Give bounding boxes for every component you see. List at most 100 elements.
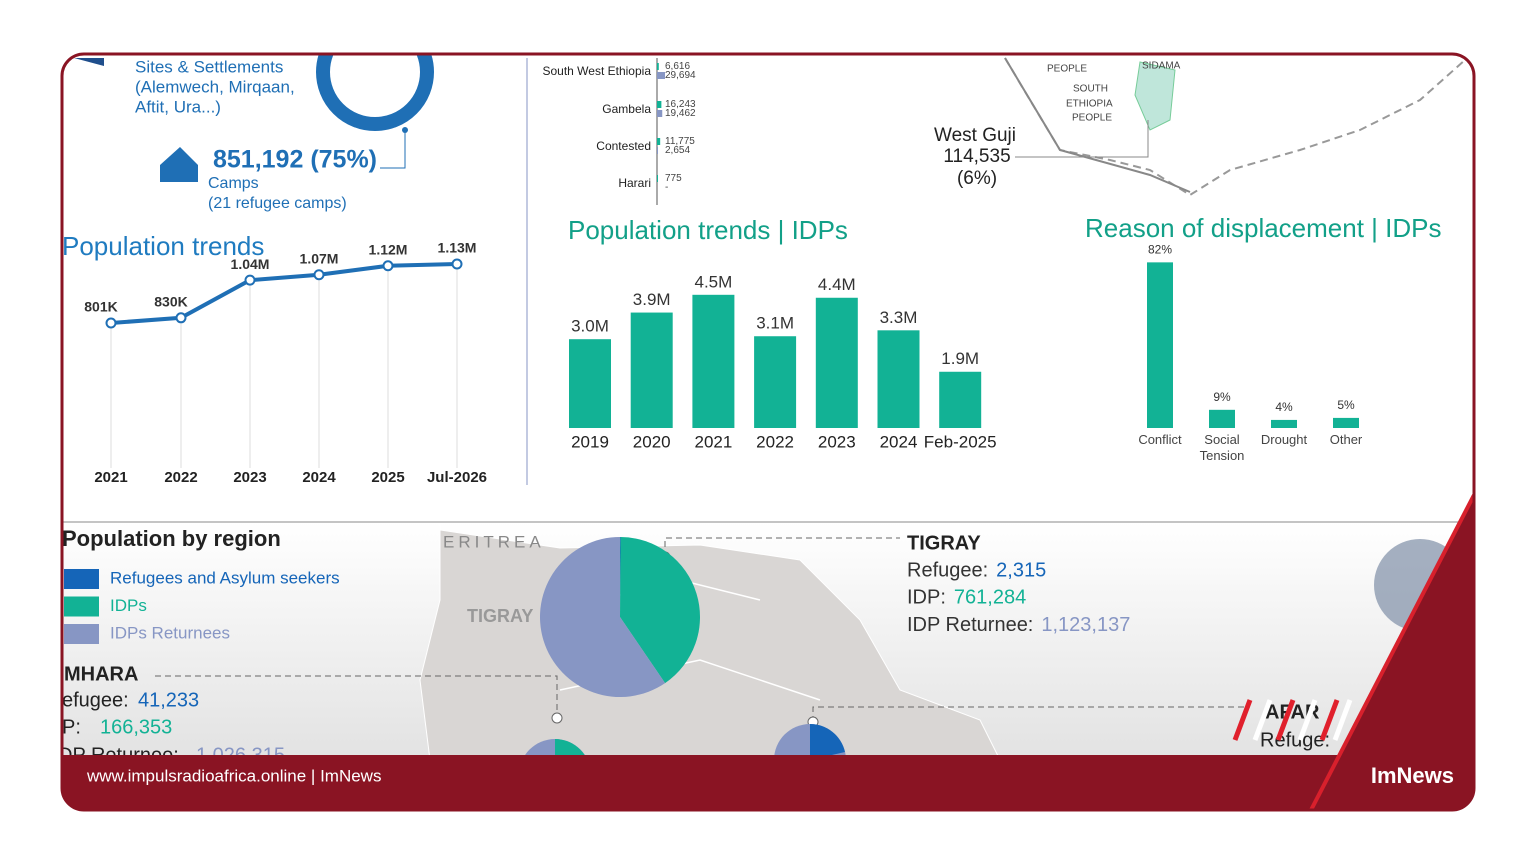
legend-label: IDPs Returnees: [110, 623, 230, 642]
x-tick-label: 2019: [571, 432, 609, 451]
bar: [630, 312, 673, 428]
point: [451, 258, 463, 270]
value-label: 830K: [154, 294, 187, 310]
map-label: TIGRAY: [467, 606, 533, 626]
x-tick-label: Jul-2026: [427, 469, 487, 486]
x-tick-label: 2024: [880, 432, 918, 451]
value-label: -: [665, 182, 668, 193]
bar: [877, 330, 920, 428]
x-tick-label: 2025: [371, 469, 404, 486]
map-label: PEOPLE: [1047, 64, 1087, 75]
tent-icon: [160, 147, 198, 182]
x-tick-label: Social Tension: [1199, 432, 1245, 463]
row-label: Refuge:: [1260, 729, 1330, 751]
region-name: TIGRAY: [907, 532, 981, 554]
x-tick-label: 2021: [694, 432, 732, 451]
x-tick-label-box: Other: [1330, 432, 1363, 447]
map-label: PEOPLE: [1072, 113, 1112, 124]
chart-title: Population by region: [62, 526, 281, 551]
row-label: efugee:: [62, 689, 129, 711]
value-label: 2,654: [665, 145, 690, 156]
bar: [1209, 409, 1235, 428]
legend-label: IDPs: [110, 596, 147, 615]
row-value: 166,353: [100, 716, 172, 738]
pie-slice: [620, 537, 701, 684]
value-label: 29,694: [665, 70, 696, 81]
x-tick-label: 2020: [633, 432, 671, 451]
pie-slice: [620, 537, 621, 617]
dot: [551, 712, 563, 724]
bar: [939, 371, 982, 428]
x-tick-label: Drought: [1260, 432, 1308, 447]
dot: [402, 127, 408, 133]
x-tick-label: 2022: [756, 432, 794, 451]
legend-swatch: [64, 624, 99, 644]
value-label: 3.0M: [571, 317, 609, 336]
camps: Sites & Settlements (Alemwech, Mirqaan, …: [135, 57, 377, 212]
value-label: 4.5M: [695, 272, 733, 291]
value-label: 1.04M: [231, 256, 270, 272]
charts: Population trends 2021 2022 2023 2024 2025 Jul…: [62, 58, 1441, 698]
bar: [815, 297, 858, 428]
bar: [569, 339, 611, 428]
bar: [657, 138, 661, 145]
sites-text: Aftit, Ura...): [135, 97, 221, 116]
line: [110, 262, 458, 325]
x-tick-label: 2023: [233, 469, 266, 486]
camps-label: Camps: [208, 175, 259, 192]
map-label: 114,535: [943, 146, 1010, 167]
value-label: 11,775: [665, 136, 695, 147]
row-value: 1,123,137: [1041, 614, 1130, 636]
footer-stripe: [1308, 494, 1474, 810]
pie-fragment: [810, 724, 845, 760]
card-border: [60, 52, 1476, 812]
row-label: IDP Returnee:: [907, 614, 1033, 636]
bar: [1271, 419, 1297, 428]
chart-title: Population trends | IDPs: [568, 215, 848, 245]
x-tick-label: 2021: [94, 469, 127, 486]
row-label: P:: [62, 716, 81, 738]
map-label: SOUTH: [1073, 84, 1108, 95]
footer-text: www.impulsradioafrica.online | ImNews: [86, 766, 381, 785]
leader: [1015, 120, 1149, 158]
value-label: 6,616: [665, 61, 690, 72]
leader: [155, 675, 558, 718]
row-label: Refugee:: [907, 559, 988, 581]
x-tick-label-box: Drought: [1260, 432, 1308, 447]
bar: [657, 175, 658, 182]
point: [313, 269, 325, 281]
camps-total: 851,192 (75%): [213, 146, 377, 174]
donut-decor: [316, 54, 434, 131]
camps-note: (21 refugee camps): [208, 195, 347, 212]
value-label: 16,243: [665, 99, 696, 110]
x-tick-label: 2024: [302, 469, 336, 486]
value-label: 4%: [1275, 400, 1293, 414]
value-label: 1.13M: [438, 240, 477, 256]
chart-title: Population trends: [62, 231, 264, 261]
bar: [1333, 417, 1359, 428]
row-value: 2,315: [996, 559, 1046, 581]
x-tick-label: 2023: [818, 432, 856, 451]
row-value: 41,233: [138, 689, 199, 711]
value-label: 775: [665, 173, 682, 184]
sidama-area: [1134, 61, 1176, 131]
value-label: 3.1M: [756, 314, 794, 333]
category-label: Gambela: [602, 102, 651, 116]
map-label: ETHIOPIA: [1066, 99, 1113, 110]
legend-swatch: [64, 596, 99, 617]
bar: [692, 294, 735, 428]
icon-fragment: [74, 58, 104, 66]
value-label: 1.9M: [941, 349, 979, 368]
x-tick-label: Feb-2025: [924, 432, 997, 451]
x-tick-label: Conflict: [1138, 432, 1182, 447]
value-label: 1.12M: [369, 241, 408, 257]
value-label: 82%: [1148, 243, 1172, 257]
value-label: 801K: [84, 299, 117, 315]
category-label: Contested: [596, 139, 651, 153]
pie-slice: [540, 537, 666, 698]
map-outline: [1004, 57, 1191, 193]
value-label: 1.07M: [300, 250, 339, 266]
bar: [657, 110, 663, 117]
